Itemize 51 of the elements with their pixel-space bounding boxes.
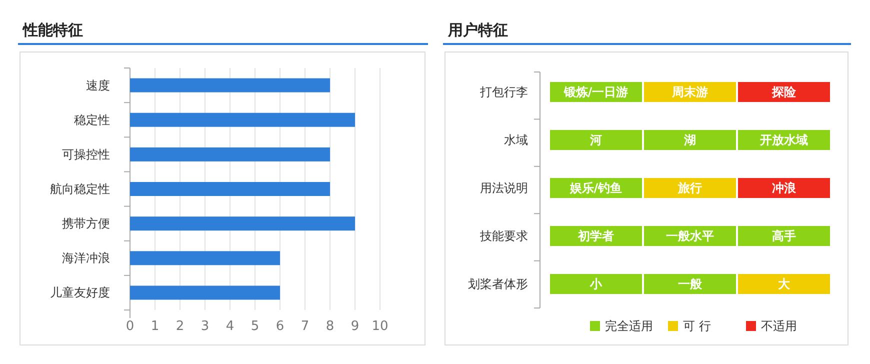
bar	[130, 78, 330, 92]
text: 高手	[772, 229, 796, 243]
bar	[130, 147, 330, 162]
y-tick-label: 海洋冲浪	[62, 251, 110, 266]
x-tick-label: 9	[350, 319, 360, 334]
text: 初学者	[578, 229, 614, 243]
text: 一般水平	[666, 229, 714, 243]
y-tick-label: 可操控性	[62, 147, 110, 162]
bar	[130, 182, 330, 196]
legend-label: 完全适用	[605, 319, 653, 333]
text: 河	[590, 133, 602, 147]
legend-label: 不适用	[761, 319, 797, 333]
text: 锻炼/一日游	[564, 85, 628, 99]
legend: 完全适用 可 行 不适用	[590, 319, 797, 333]
x-tick-label: 0	[126, 319, 134, 334]
category-label: 水域	[504, 133, 528, 147]
text: 大	[778, 277, 790, 291]
x-tick-label: 5	[250, 319, 260, 334]
legend-label: 可 行	[683, 319, 711, 333]
text: 旅行	[678, 181, 702, 195]
category-label: 打包行李	[480, 85, 528, 99]
text: 周末游	[672, 85, 708, 99]
x-tick-label: 8	[326, 319, 334, 334]
chart-title: 性能特征	[22, 21, 83, 39]
bar	[130, 216, 355, 231]
text: 探险	[772, 85, 796, 99]
text: 小	[590, 277, 602, 291]
text: 开放水域	[760, 133, 808, 147]
text: 冲浪	[772, 181, 796, 195]
x-tick-label: 2	[176, 319, 184, 334]
text: 湖	[684, 133, 696, 147]
x-tick-label: 4	[226, 319, 234, 334]
x-tick-label: 3	[200, 319, 210, 334]
x-tick-label: 7	[300, 319, 310, 334]
bar	[130, 251, 280, 266]
y-tick-label: 航向稳定性	[50, 182, 110, 196]
x-tick-label: 6	[276, 319, 284, 334]
text: 一般	[678, 277, 702, 291]
bar	[130, 286, 280, 300]
x-tick-label: 10	[372, 319, 388, 334]
y-tick-label: 儿童友好度	[50, 286, 110, 300]
y-tick-label: 速度	[86, 78, 110, 92]
category-label: 用法说明	[480, 181, 528, 195]
category-label: 技能要求	[480, 229, 528, 243]
y-tick-label: 携带方便	[62, 216, 110, 231]
bar	[130, 112, 355, 127]
text: 娱乐/钓鱼	[570, 181, 622, 195]
category-label: 划桨者体形	[468, 277, 528, 291]
x-tick-label: 1	[150, 319, 160, 334]
text: 用户特征	[447, 21, 508, 39]
y-tick-label: 稳定性	[74, 112, 110, 127]
